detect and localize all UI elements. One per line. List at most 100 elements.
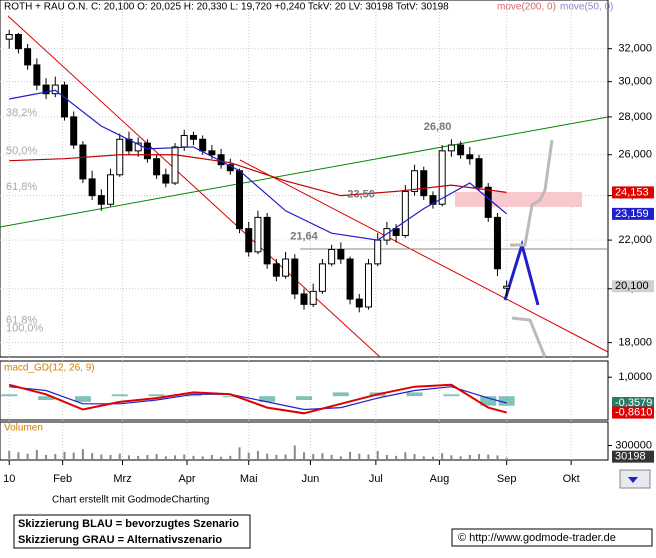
candle-body — [60, 84, 68, 118]
legend-ma50: move(50, 0) — [560, 2, 613, 13]
macd-histogram — [406, 392, 423, 397]
x-tick-label: Aug — [430, 473, 450, 485]
candle-body — [245, 228, 253, 253]
macd-histogram — [38, 396, 55, 400]
candle-body — [14, 34, 22, 50]
annotation: 23,50 — [347, 188, 375, 200]
volume-bar — [63, 451, 66, 459]
macd-histogram — [74, 396, 91, 402]
candle-body — [70, 116, 78, 146]
candle-body — [208, 150, 216, 156]
volume-bar — [395, 455, 398, 459]
volume-bar — [17, 452, 20, 459]
fib-label: 50,0% — [6, 145, 37, 157]
volume-bar — [266, 453, 269, 459]
macd-histogram — [296, 396, 312, 400]
x-tick-label: Mrz — [113, 473, 131, 485]
x-tick-label: Feb — [53, 473, 72, 485]
candle-body — [411, 170, 419, 192]
macd-marker-label: -0,8610 — [615, 406, 652, 418]
volume-bar — [174, 455, 177, 459]
scenario-grey — [511, 316, 547, 358]
candle-body — [300, 293, 308, 305]
candle-body — [79, 144, 87, 180]
volume-bar — [146, 454, 149, 459]
candle-body — [318, 263, 326, 292]
candle-body — [263, 216, 271, 265]
y-tick-label: 1,0000 — [618, 371, 652, 383]
trend-line — [239, 159, 609, 353]
fib-label: 38,2% — [6, 107, 37, 119]
candle-body — [24, 48, 32, 66]
volume-bar — [293, 445, 296, 459]
volume-bar — [284, 454, 287, 459]
moving-average — [9, 89, 508, 241]
price-marker — [612, 280, 654, 293]
price-marker-label: 23,159 — [615, 208, 649, 220]
candle-body — [291, 258, 299, 295]
volume-bar — [72, 452, 75, 459]
volume-bar — [210, 454, 213, 459]
macd-histogram — [185, 394, 202, 397]
macd-histogram — [148, 394, 165, 397]
annotation: 26,80 — [424, 121, 452, 133]
copyright: © http://www.godmode-trader.de — [458, 532, 616, 544]
price-marker-label: 24,153 — [615, 186, 649, 198]
fib-label: 100,0% — [6, 323, 44, 335]
y-tick-label: 22,000 — [618, 234, 652, 246]
volume-bar — [8, 450, 11, 459]
macd-marker — [612, 397, 654, 410]
volume-marker — [612, 450, 654, 463]
volume-bar — [54, 454, 57, 459]
moving-average — [9, 154, 507, 197]
macd-histogram — [498, 396, 515, 406]
volume-bar — [496, 455, 499, 459]
volume-bar — [35, 450, 38, 459]
x-tick-label: Mai — [240, 473, 258, 485]
volume-bar — [45, 454, 48, 459]
volume-bar — [505, 457, 508, 459]
volume-bar — [478, 454, 481, 459]
price-marker — [612, 207, 654, 220]
volume-bar — [275, 454, 278, 459]
candle-body — [116, 138, 124, 176]
candle-body — [364, 263, 372, 308]
volume-bar — [81, 449, 84, 459]
candle-body — [309, 290, 317, 305]
legend-grey: Skizzierung GRAU = Alternativszenario — [18, 534, 222, 546]
volume-bar — [358, 453, 361, 459]
volume-bar — [404, 452, 407, 459]
volume-bar — [312, 454, 315, 459]
x-tick-label: Sep — [497, 473, 517, 485]
volume-bar — [201, 456, 204, 459]
candle-body — [282, 258, 290, 277]
candle-body — [88, 178, 96, 197]
volume-bar — [220, 456, 223, 459]
macd-histogram — [111, 394, 128, 397]
volume-bar — [349, 451, 352, 459]
candle-body — [401, 190, 409, 236]
volume-bar — [100, 454, 103, 459]
legend-blue: Skizzierung BLAU = bevorzugtes Szenario — [18, 518, 239, 530]
candle-body — [5, 34, 13, 40]
fib-label: 61,8% — [6, 314, 37, 326]
macd-histogram — [222, 396, 239, 398]
volume-bar — [247, 452, 250, 459]
volume-bar — [229, 455, 232, 459]
legend-box — [13, 514, 251, 549]
macd-title: macd_GD(12, 26, 9) — [4, 363, 95, 374]
candle-body — [420, 170, 428, 197]
candle-body — [466, 154, 474, 160]
candle-body — [171, 146, 179, 184]
volume-bar — [183, 454, 186, 459]
y-tick-label: 26,000 — [618, 149, 652, 161]
candle-body — [272, 263, 280, 277]
volume-bar — [487, 454, 490, 459]
volume-bar — [441, 453, 444, 459]
volume-bar — [155, 454, 158, 459]
volume-bar — [91, 453, 94, 459]
volume-bar — [164, 456, 167, 459]
volume-bar — [238, 447, 241, 459]
fib-label: 61,8% — [6, 181, 37, 193]
x-tick-label: Jun — [302, 473, 320, 485]
